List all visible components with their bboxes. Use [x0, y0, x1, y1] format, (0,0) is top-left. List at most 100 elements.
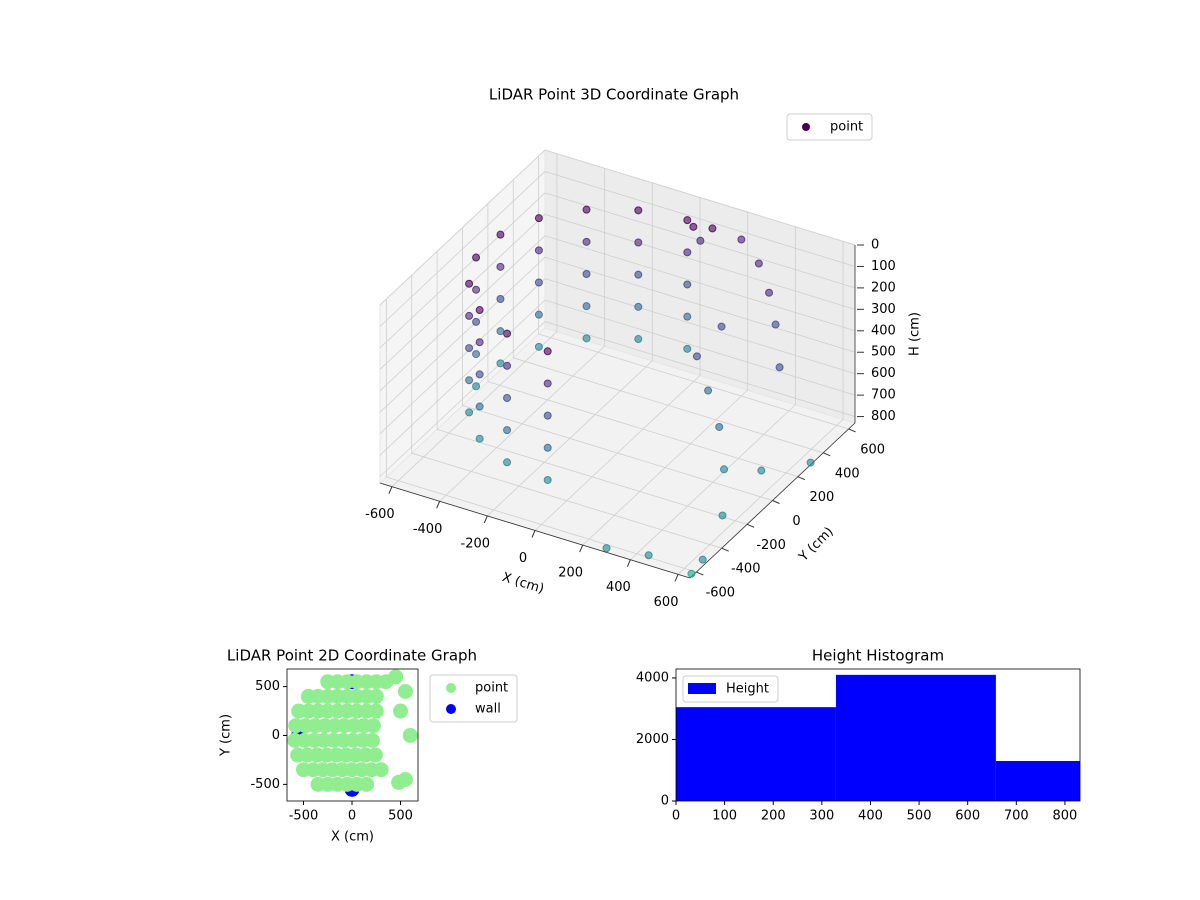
grid-line [379, 235, 546, 392]
y-tick-label: 200 [809, 490, 834, 505]
point [472, 382, 481, 391]
point [373, 762, 389, 778]
grid-line [379, 278, 546, 434]
point [534, 278, 543, 287]
y-tick-label: 0 [792, 514, 800, 529]
point [737, 235, 746, 244]
point [582, 269, 591, 278]
x-tick-label: 200 [558, 566, 583, 581]
legend-marker [446, 683, 456, 693]
x-tick-label: 0 [348, 809, 356, 824]
grid-line [544, 235, 856, 332]
legend-marker [802, 123, 810, 131]
point [634, 238, 643, 247]
point [582, 237, 591, 246]
grid-line [379, 171, 546, 327]
point [475, 306, 484, 315]
grid-line [379, 321, 546, 477]
point [717, 322, 726, 331]
y-tick-label: 4000 [636, 670, 669, 685]
y-tick [797, 476, 806, 481]
point [359, 776, 375, 792]
y-tick-label: 400 [835, 466, 860, 481]
grid-line [513, 357, 824, 454]
x-tick-label: 500 [907, 809, 932, 824]
x-tick [674, 574, 679, 582]
x-tick-label: 700 [1004, 809, 1029, 824]
grid-line [544, 299, 856, 396]
point [402, 727, 418, 743]
point [475, 338, 484, 347]
x-tick-label: -600 [365, 507, 395, 522]
x-tick [388, 486, 393, 494]
x-axis-label: X (cm) [331, 830, 374, 845]
point [472, 253, 481, 262]
point [775, 363, 784, 372]
x-tick-label: -200 [461, 536, 491, 551]
grid-line [544, 149, 856, 246]
y-tick [848, 428, 856, 433]
point [503, 393, 512, 402]
y-tick-label: 0 [661, 794, 669, 809]
point [715, 422, 724, 431]
legend-label: point [475, 681, 508, 696]
x-tick-label: 400 [606, 580, 631, 595]
point [543, 443, 552, 452]
point [687, 569, 696, 578]
point [543, 379, 552, 388]
point [634, 302, 643, 311]
legend-box [682, 675, 779, 703]
grid-line [544, 321, 856, 417]
x-tick-label: 800 [1053, 809, 1078, 824]
point [534, 342, 543, 351]
point [393, 703, 409, 719]
x-tick-label: 600 [955, 809, 980, 824]
x-tick-label: 300 [809, 809, 834, 824]
x-tick [436, 501, 441, 509]
point [683, 280, 692, 289]
grid-line [379, 214, 546, 370]
bar [835, 674, 996, 801]
point [704, 386, 713, 395]
chart-title: LiDAR Point 3D Coordinate Graph [489, 86, 739, 104]
x-tick-label: 200 [761, 809, 786, 824]
chart-title: Height Histogram [812, 647, 944, 665]
grid-line [487, 381, 799, 478]
bar [995, 761, 1080, 801]
point [475, 434, 484, 443]
point [496, 230, 505, 239]
point [634, 335, 643, 344]
point [689, 222, 698, 231]
grid-line [379, 192, 546, 349]
x-tick [483, 515, 488, 524]
grid-line [462, 405, 773, 501]
y-tick-label: -600 [706, 586, 736, 601]
y-tick-label: 600 [860, 442, 885, 457]
z-tick-label: 0 [871, 238, 879, 253]
point [365, 718, 381, 734]
x-tick-label: -400 [413, 522, 443, 537]
legend-label: point [830, 120, 863, 135]
x-tick [626, 559, 631, 567]
point [364, 732, 380, 748]
y-axis-label: Y (cm) [219, 714, 234, 757]
x-tick [579, 544, 584, 553]
y-tick-label: -400 [731, 562, 761, 577]
legend-box [786, 113, 873, 141]
point [503, 329, 512, 338]
x-tick-label: -500 [289, 809, 319, 824]
point [582, 302, 591, 311]
y-tick-label: 0 [272, 728, 280, 743]
point [496, 359, 505, 368]
point [496, 262, 505, 271]
point [465, 279, 474, 288]
grid-line [544, 171, 856, 267]
grid-line [544, 278, 856, 375]
point [465, 408, 474, 417]
point [465, 376, 474, 385]
plot-area [287, 669, 418, 797]
point [378, 674, 394, 690]
point [683, 344, 692, 353]
x-axis-label: X (cm) [500, 570, 546, 597]
